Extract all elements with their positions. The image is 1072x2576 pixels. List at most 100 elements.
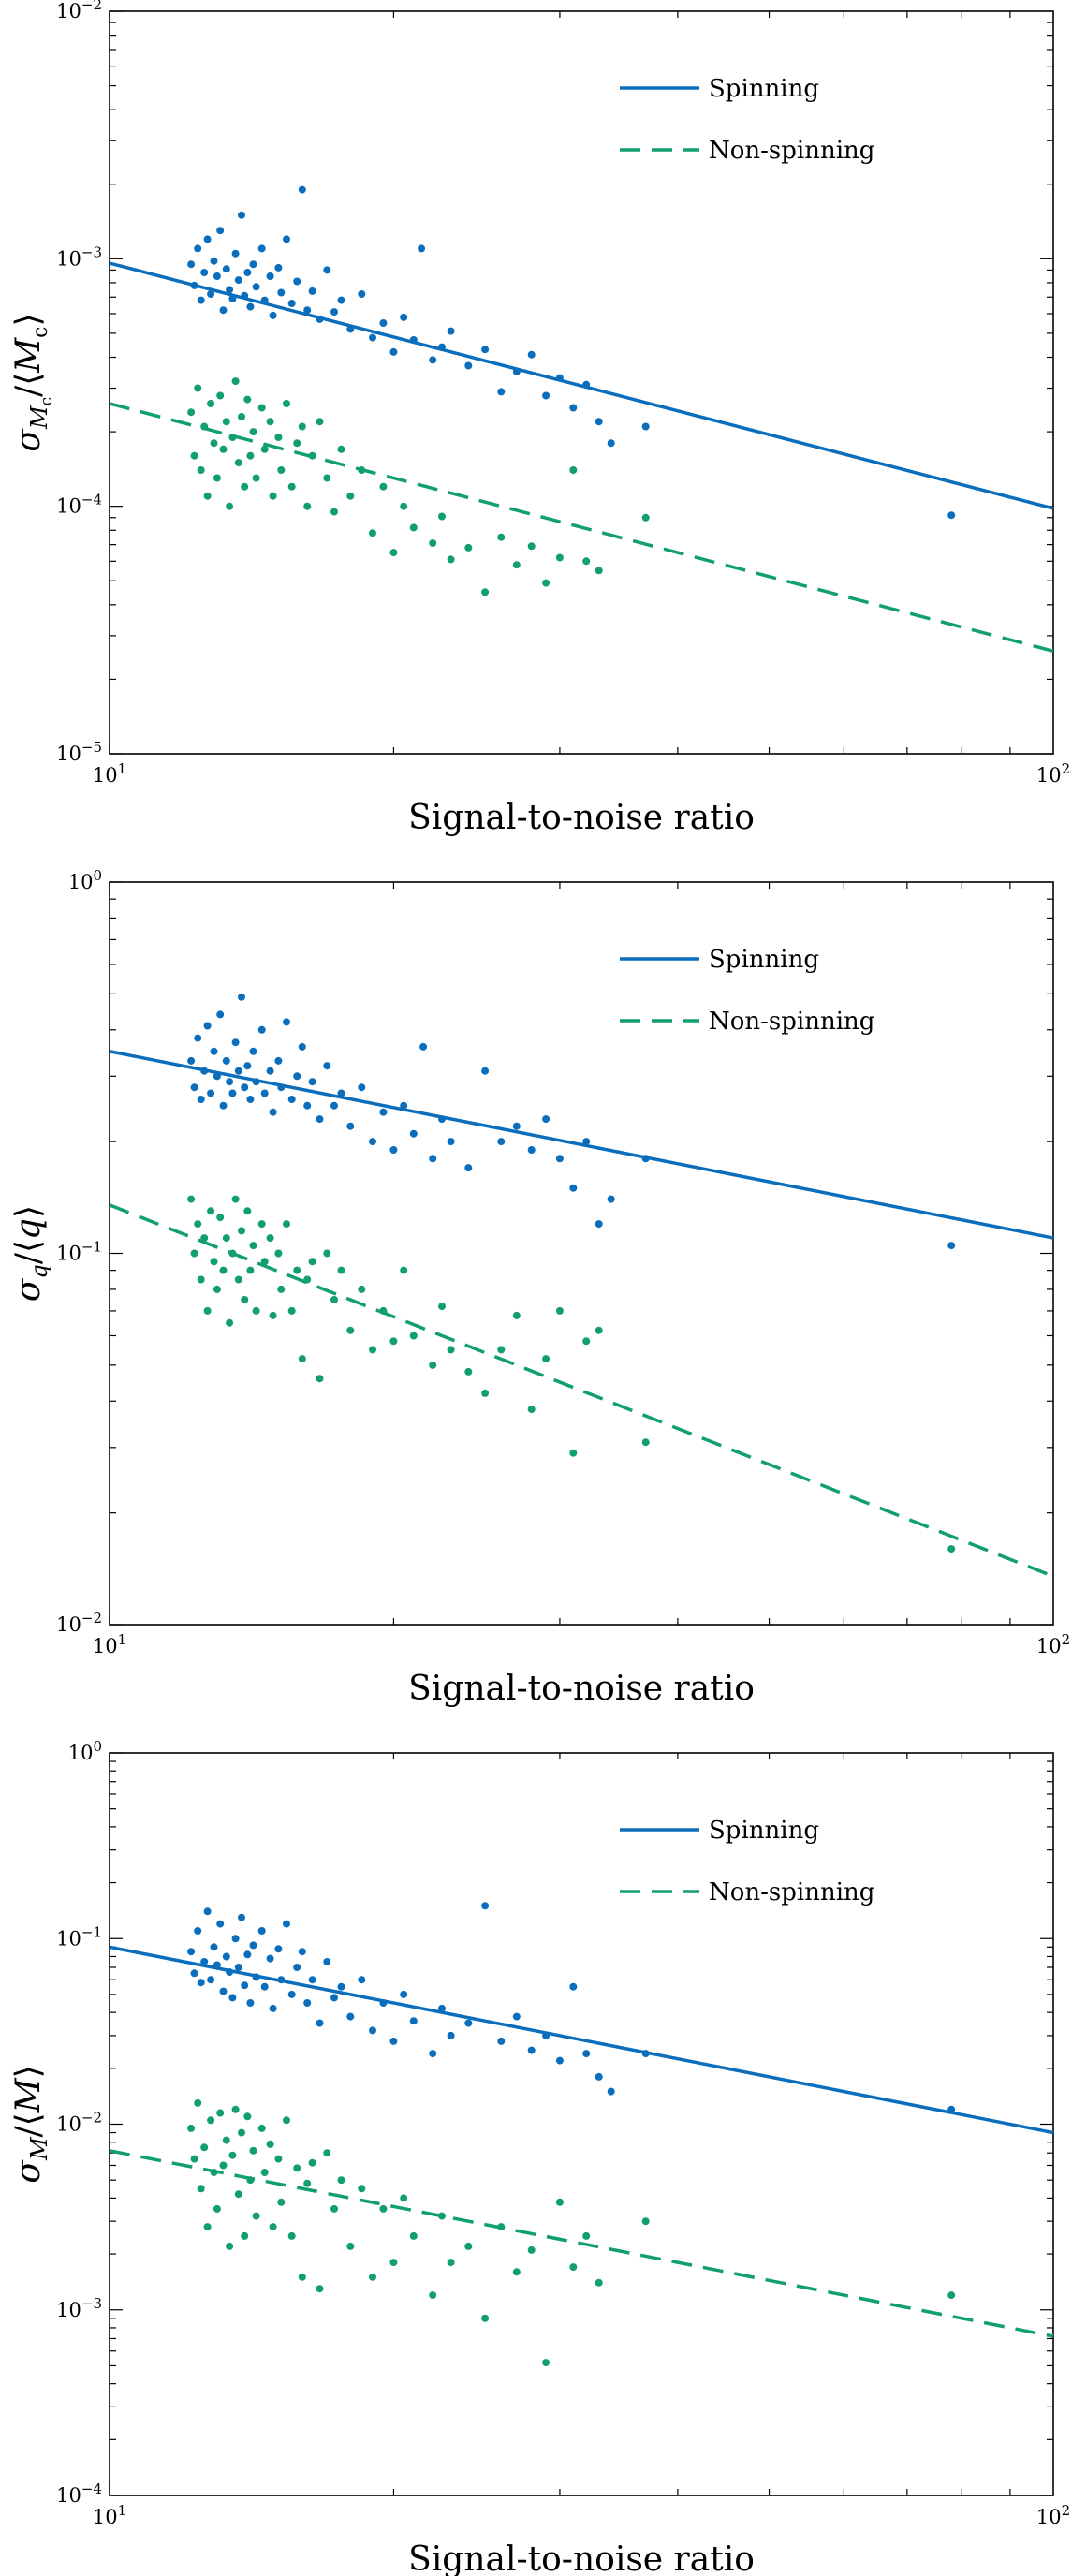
data-point [346, 2012, 355, 2021]
data-point [203, 2223, 212, 2231]
data-point [303, 502, 312, 510]
data-point [497, 1138, 506, 1146]
data-point [203, 235, 212, 243]
data-point [222, 265, 230, 273]
data-point [497, 1346, 506, 1354]
x-axis-label: Signal-to-noise ratio [408, 2540, 755, 2576]
data-point [203, 1907, 212, 1916]
data-point [266, 418, 274, 426]
y-tick-label: 10−2 [56, 2110, 102, 2136]
data-point [277, 288, 286, 297]
data-point [194, 384, 202, 392]
data-point [266, 2140, 274, 2148]
data-point [287, 2231, 296, 2240]
data-point [303, 2179, 312, 2187]
data-point [316, 1375, 324, 1383]
data-point [607, 1195, 615, 1203]
data-point [194, 1034, 202, 1042]
data-point [207, 290, 215, 298]
data-point [555, 1155, 564, 1163]
data-point [219, 1987, 228, 1995]
data-point [194, 1927, 202, 1935]
data-point [409, 1332, 418, 1340]
data-point [303, 306, 312, 315]
data-point [194, 2098, 202, 2107]
data-point [464, 2019, 473, 2027]
data-point [197, 1275, 205, 1284]
data-point [216, 1010, 225, 1019]
data-point [409, 2017, 418, 2025]
data-point [400, 2194, 408, 2202]
plot-frame [109, 10, 1054, 755]
data-point [252, 474, 260, 482]
data-point [190, 1083, 198, 1092]
data-point [527, 542, 536, 551]
data-point [252, 1306, 260, 1315]
data-point [238, 211, 245, 219]
data-point [316, 1115, 324, 1124]
data-point [595, 1220, 603, 1229]
data-point [207, 1089, 215, 1097]
data-point [337, 1982, 345, 1991]
data-point [323, 1062, 331, 1070]
y-axis-ticks [110, 881, 1053, 1626]
data-point [481, 1389, 490, 1397]
y-axis-ticks [110, 10, 1053, 755]
data-point [389, 549, 398, 557]
data-point [419, 1042, 428, 1051]
data-point [210, 257, 218, 265]
data-point [243, 1207, 252, 1215]
data-point [409, 2231, 418, 2240]
data-point [287, 1990, 296, 1998]
y-tick-label: 10−3 [56, 2295, 102, 2321]
data-point [187, 408, 196, 417]
data-point [438, 2004, 446, 2012]
data-point [197, 296, 205, 304]
data-point [207, 400, 215, 407]
data-point [234, 1964, 242, 1971]
data-point [400, 313, 408, 321]
data-point [323, 1958, 331, 1965]
data-point [257, 1025, 266, 1034]
data-point [358, 1976, 366, 1984]
data-point [293, 1964, 301, 1971]
data-point [569, 1449, 578, 1457]
data-point [555, 2198, 564, 2206]
x-tick-label: 101 [93, 1631, 126, 1657]
data-point [243, 1062, 252, 1070]
data-point [234, 459, 242, 467]
data-point [330, 1994, 338, 2002]
data-point [241, 1083, 249, 1092]
data-point [260, 2169, 269, 2176]
data-point [238, 413, 245, 420]
data-point [429, 1361, 437, 1369]
data-point [197, 466, 205, 474]
data-point [582, 1337, 591, 1346]
data-point [308, 287, 316, 295]
data-point [447, 1138, 455, 1146]
series-non-spinning [109, 377, 1054, 654]
data-point [266, 1067, 274, 1075]
data-point [231, 2105, 240, 2113]
data-point [277, 2198, 286, 2206]
legend-label: Non-spinning [709, 137, 874, 165]
data-point [210, 1047, 218, 1055]
data-point [595, 2072, 603, 2081]
data-point [234, 276, 242, 285]
data-point [187, 1195, 196, 1203]
data-point [222, 1952, 230, 1961]
data-point [200, 1958, 209, 1965]
data-point [216, 1214, 225, 1222]
data-point [226, 2242, 234, 2250]
data-point [269, 492, 277, 500]
y-axis-label: σq/⟨q⟩ [9, 1205, 52, 1302]
data-point [337, 1266, 345, 1274]
data-point [287, 1306, 296, 1315]
data-point [389, 1337, 398, 1346]
data-point [400, 502, 408, 510]
data-point [249, 1941, 257, 1950]
data-point [481, 1902, 490, 1910]
x-tick-label: 101 [93, 2502, 126, 2528]
data-point [330, 508, 338, 516]
